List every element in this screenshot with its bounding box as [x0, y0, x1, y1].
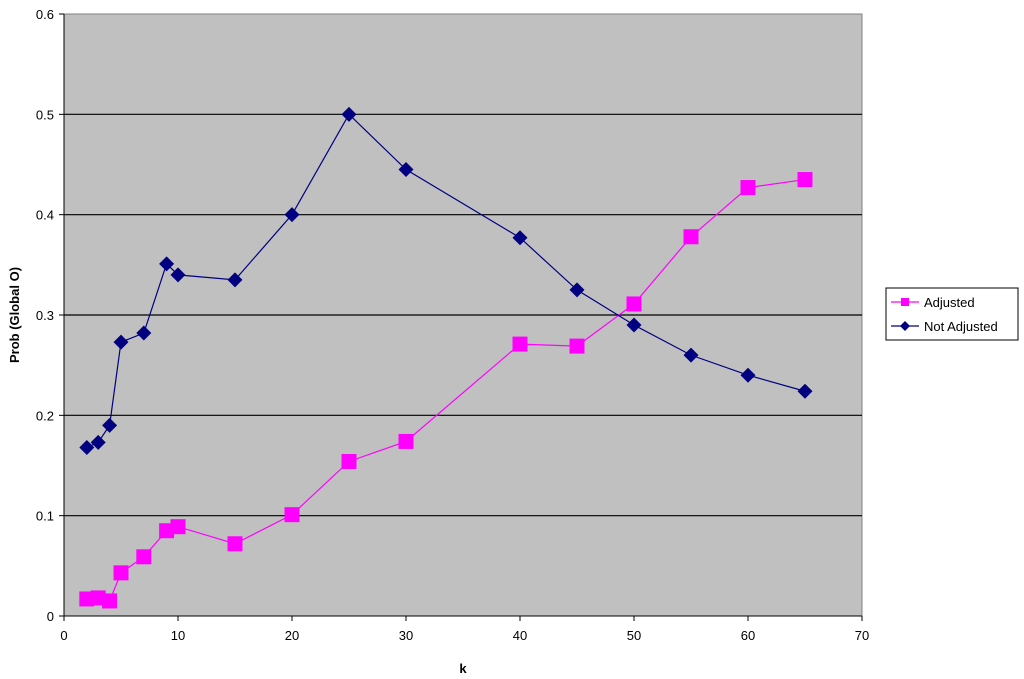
- data-point-not-adjusted: [159, 256, 175, 272]
- data-point-not-adjusted: [683, 347, 699, 363]
- data-point-not-adjusted: [569, 282, 585, 298]
- axes: 0 0.1 0.2 0.3 0.4 0.5 0.6 0 10 20 30 40 50 60 70: [36, 7, 869, 643]
- data-point-adjusted: [90, 590, 106, 606]
- y-tick-label: 0.2: [36, 408, 54, 423]
- data-point-not-adjusted: [79, 439, 95, 455]
- y-tick-label: 0: [47, 609, 54, 624]
- data-point-adjusted: [797, 172, 813, 188]
- data-point-not-adjusted: [398, 162, 414, 178]
- data-point-not-adjusted: [284, 207, 300, 223]
- data-point-not-adjusted: [626, 317, 642, 333]
- x-tick-label: 70: [855, 628, 869, 643]
- data-point-adjusted: [626, 296, 642, 312]
- data-point-adjusted: [398, 433, 414, 449]
- data-point-adjusted: [159, 523, 175, 539]
- legend: Adjusted Not Adjusted: [885, 287, 1019, 341]
- data-point-adjusted: [79, 591, 95, 607]
- x-tick-label: 30: [399, 628, 413, 643]
- series-not-adjusted: [79, 106, 813, 455]
- x-tick-label: 0: [60, 628, 67, 643]
- data-point-adjusted: [136, 549, 152, 565]
- data-point-not-adjusted: [113, 334, 129, 350]
- data-point-not-adjusted: [227, 272, 243, 288]
- data-point-not-adjusted: [102, 417, 118, 433]
- legend-marker-adjusted: [901, 298, 909, 306]
- legend-marker-not-adjusted: [900, 321, 910, 331]
- data-point-not-adjusted: [341, 106, 357, 122]
- x-tick-label: 20: [285, 628, 299, 643]
- x-tick-label: 40: [513, 628, 527, 643]
- data-point-not-adjusted: [740, 367, 756, 383]
- legend-box: [885, 287, 1019, 341]
- data-point-adjusted: [113, 565, 129, 581]
- data-point-adjusted: [512, 336, 528, 352]
- x-tick-label: 50: [627, 628, 641, 643]
- data-point-not-adjusted: [512, 230, 528, 246]
- data-point-adjusted: [740, 180, 756, 196]
- y-tick-label: 0.3: [36, 308, 54, 323]
- x-axis-title: k: [459, 661, 467, 676]
- x-tick-label: 10: [171, 628, 185, 643]
- data-point-not-adjusted: [136, 325, 152, 341]
- data-point-not-adjusted: [170, 267, 186, 283]
- grid-lines: [64, 13, 862, 517]
- y-axis-title: Prob (Global O): [7, 267, 22, 363]
- data-point-adjusted: [569, 338, 585, 354]
- series-layer: [79, 106, 813, 609]
- data-point-adjusted: [170, 519, 186, 535]
- data-point-not-adjusted: [90, 434, 106, 450]
- y-tick-label: 0.5: [36, 107, 54, 122]
- data-point-adjusted: [227, 536, 243, 552]
- data-point-adjusted: [683, 229, 699, 245]
- y-tick-label: 0.6: [36, 7, 54, 22]
- series-adjusted: [79, 172, 813, 609]
- y-tick-label: 0.1: [36, 509, 54, 524]
- data-point-adjusted: [341, 453, 357, 469]
- x-tick-label: 60: [741, 628, 755, 643]
- data-point-adjusted: [102, 593, 118, 609]
- y-tick-label: 0.4: [36, 208, 54, 223]
- legend-label-not-adjusted: Not Adjusted: [924, 319, 998, 334]
- legend-label-adjusted: Adjusted: [924, 295, 975, 310]
- data-point-adjusted: [284, 507, 300, 523]
- data-point-not-adjusted: [797, 383, 813, 399]
